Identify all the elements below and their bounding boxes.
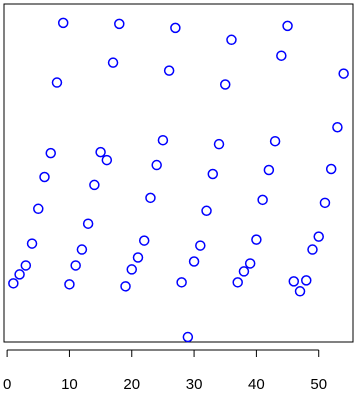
data-point (276, 50, 287, 61)
data-point (89, 179, 100, 191)
data-point (325, 163, 337, 175)
data-point (319, 197, 331, 209)
data-point (282, 20, 293, 32)
data-point (176, 277, 187, 288)
data-point (201, 205, 212, 217)
data-point (95, 146, 106, 158)
data-point (101, 154, 113, 166)
data-point (145, 192, 156, 204)
data-point (244, 258, 256, 269)
data-point (126, 264, 138, 275)
data-point (76, 244, 88, 255)
data-point (14, 269, 25, 280)
data-point (288, 276, 300, 287)
data-point (238, 266, 250, 277)
x-tick-label: 10 (61, 376, 78, 393)
data-point (157, 134, 169, 146)
data-point (219, 79, 231, 90)
data-point (313, 231, 324, 242)
data-point (163, 65, 175, 76)
data-point (307, 244, 318, 255)
x-axis: 0 10 20 30 40 50 (3, 349, 327, 393)
data-point (51, 77, 63, 88)
x-tick-label: 30 (186, 376, 203, 393)
x-tick-label: 40 (248, 376, 265, 393)
x-tick-label: 20 (123, 376, 140, 393)
data-point (263, 164, 275, 176)
data-point (332, 122, 343, 133)
data-point (257, 194, 268, 206)
plot-frame (3, 3, 354, 343)
data-point (232, 277, 243, 288)
data-point (301, 275, 312, 286)
data-point (8, 278, 19, 289)
data-point (170, 22, 181, 34)
x-tick-label: 0 (3, 376, 11, 393)
data-point (70, 260, 81, 271)
data-point (45, 147, 56, 159)
data-point (82, 218, 94, 229)
data-point (107, 57, 119, 68)
data-point (195, 240, 206, 251)
data-point (64, 279, 75, 290)
data-point (20, 260, 32, 271)
data-point (132, 252, 144, 263)
data-point (182, 331, 194, 343)
data-point (114, 18, 125, 30)
data-point (213, 138, 225, 150)
data-point (120, 281, 131, 292)
data-point (251, 234, 262, 245)
data-point (338, 68, 349, 79)
x-tick-label: 50 (310, 376, 327, 393)
data-point (57, 17, 69, 29)
data-point (26, 238, 38, 249)
data-point (294, 286, 306, 297)
data-point (33, 203, 44, 215)
data-point (269, 135, 281, 147)
data-point (138, 235, 150, 246)
data-points (8, 17, 349, 343)
data-point (188, 256, 200, 267)
data-point (207, 168, 219, 180)
data-point (226, 34, 237, 46)
data-point (39, 171, 50, 183)
data-point (151, 159, 162, 171)
